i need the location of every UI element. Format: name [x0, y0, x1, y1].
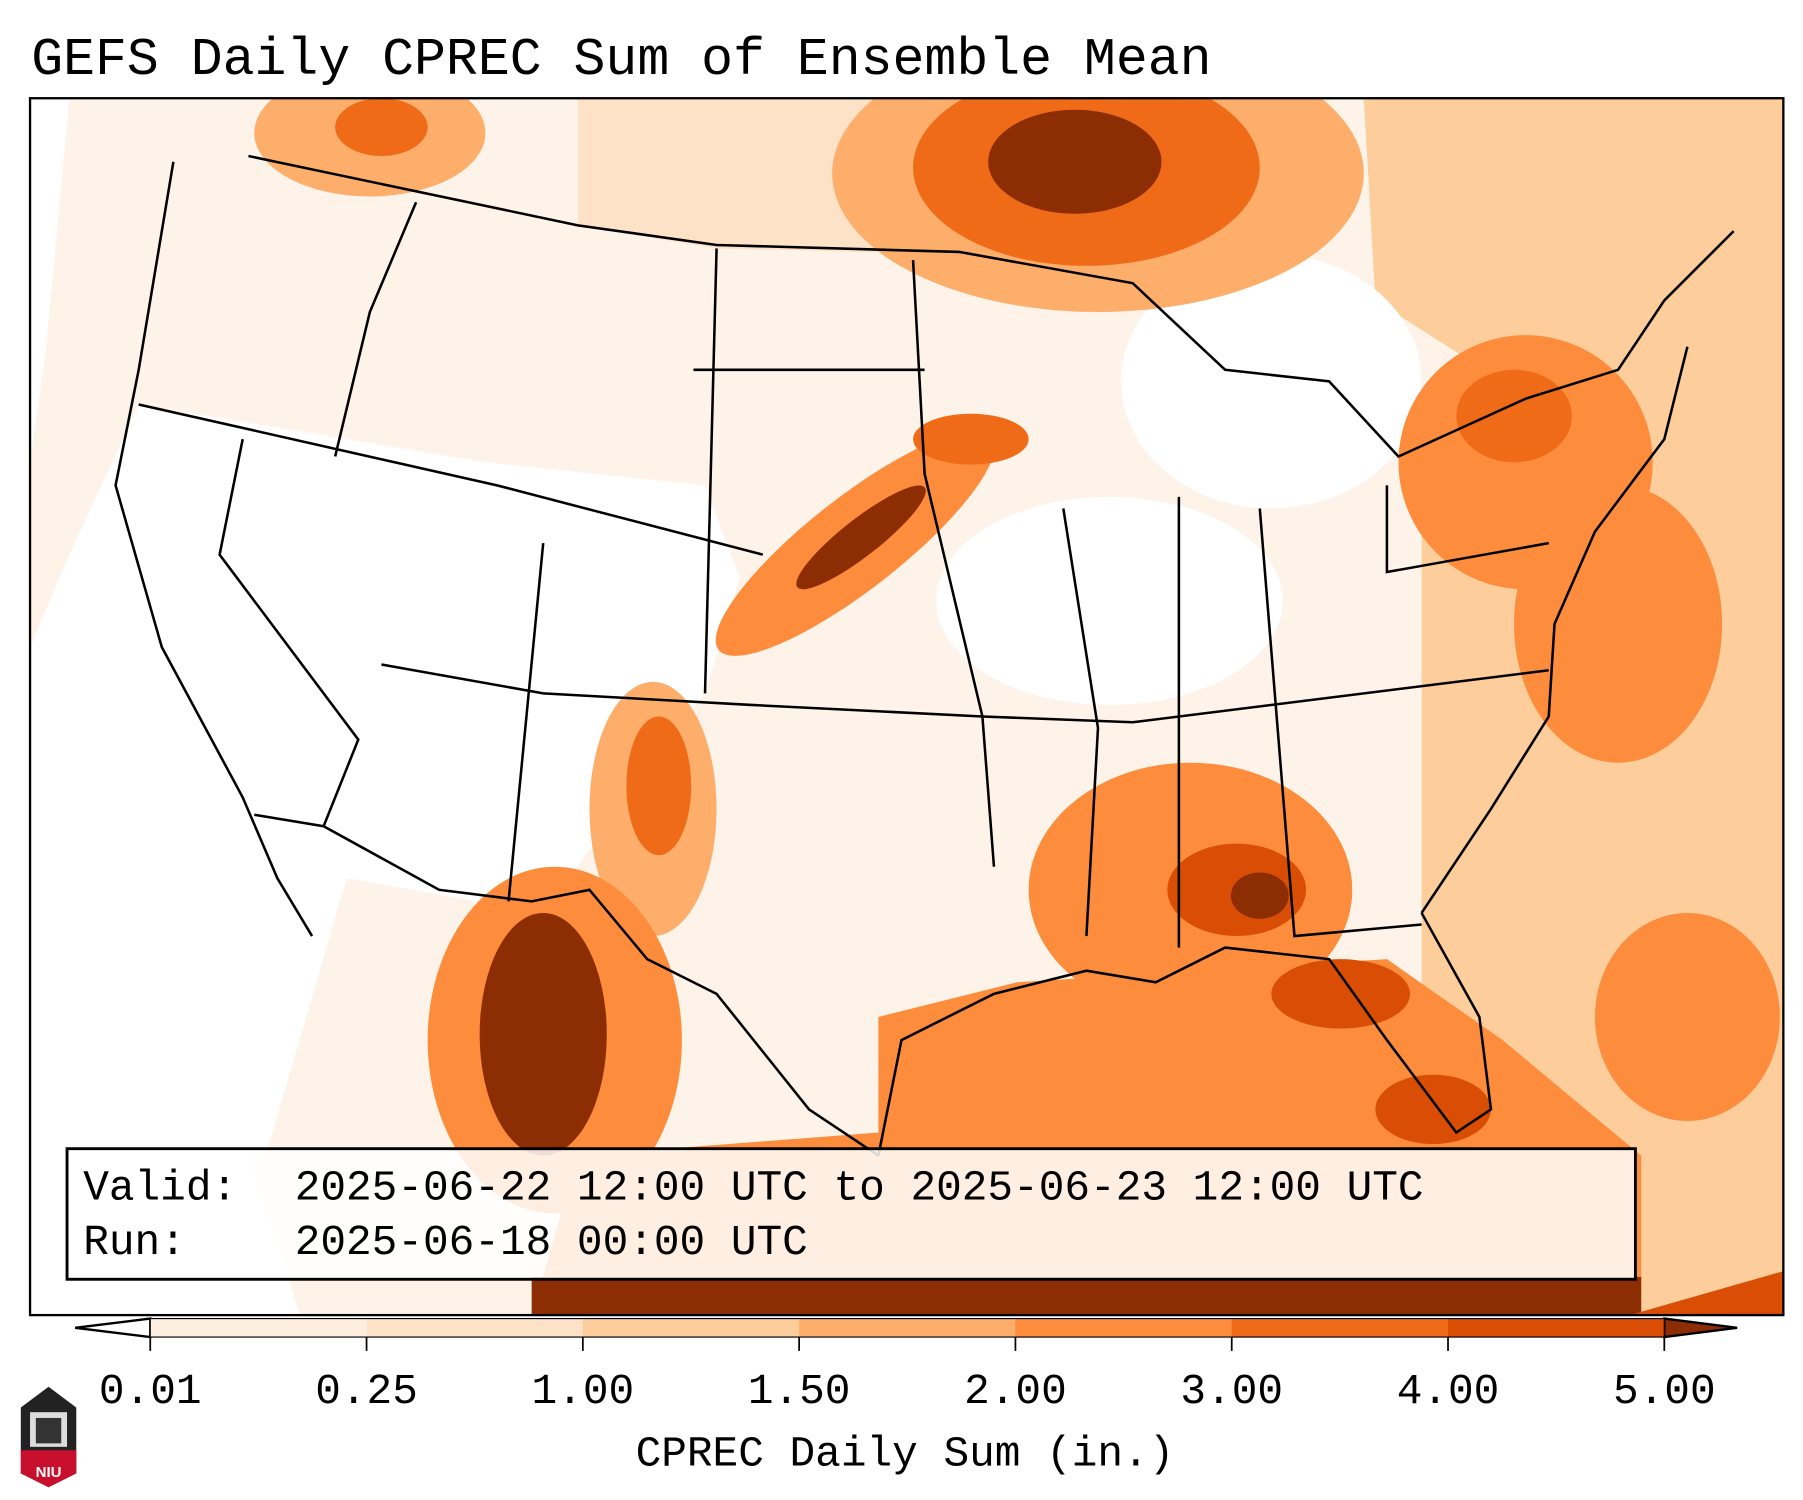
run-time: 2025-06-18 00:00 UTC [295, 1218, 808, 1267]
state-line [703, 248, 718, 694]
colorbar-bin [1015, 1318, 1233, 1338]
precip-area [335, 98, 428, 157]
state-line [381, 663, 1549, 724]
precip-area [1375, 1074, 1491, 1145]
precip-area [1456, 369, 1572, 463]
precip-area [1271, 959, 1411, 1029]
colorbar-tick-label: 1.00 [532, 1367, 635, 1416]
colorbar-label: CPREC Daily Sum (in.) [636, 1429, 1175, 1478]
colorbar-tick-label: 0.01 [99, 1367, 202, 1416]
precip-area [1629, 1271, 1784, 1316]
state-line [218, 438, 360, 827]
precip-max [1230, 872, 1289, 919]
valid-time-range: 2025-06-22 12:00 UTC to 2025-06-23 12:00… [295, 1164, 1424, 1213]
colorbar-tick-label: 2.00 [964, 1367, 1067, 1416]
precip-max [479, 912, 607, 1156]
colorbar-tick-label: 3.00 [1180, 1367, 1283, 1416]
colorbar-tick-label: 1.50 [748, 1367, 851, 1416]
colorbar-bin [150, 1318, 368, 1338]
figure-title: GEFS Daily CPREC Sum of Ensemble Mean [31, 30, 1211, 90]
us-canada-border [248, 154, 1735, 459]
colorbar: 0.01 0.25 1.00 1.50 2.00 3.00 4.00 5.00 [74, 1317, 1738, 1416]
colorbar-tick-label: 4.00 [1397, 1367, 1500, 1416]
colorbar-bin [366, 1318, 584, 1338]
us-coastline-west [114, 161, 314, 937]
dry-area [30, 98, 70, 463]
precipitation-map [30, 98, 1784, 1316]
dry-area-greatlakes [1121, 254, 1422, 509]
dry-area-midwest [936, 496, 1283, 705]
colorbar-outline [149, 1317, 1665, 1338]
colorbar-tick-label: 5.00 [1613, 1367, 1716, 1416]
colorbar-bin [799, 1318, 1017, 1338]
gulf-coastline [877, 912, 1493, 1156]
state-line [507, 543, 545, 902]
state-line [138, 403, 764, 556]
east-coastline [1420, 346, 1689, 914]
precip-max-caribbean [531, 1276, 1642, 1316]
state-line [911, 259, 996, 867]
state-line [1385, 485, 1549, 574]
precip-area [1363, 98, 1784, 463]
run-label: Run: [83, 1218, 186, 1267]
colorbar-under-extension [74, 1317, 152, 1339]
us-mexico-border [254, 813, 880, 1157]
boundaries [114, 154, 1735, 1157]
colorbar-bin [1448, 1318, 1665, 1338]
precip-area [1594, 912, 1780, 1121]
precip-area [913, 413, 1029, 465]
dry-area-west [30, 404, 740, 1202]
state-line [1062, 508, 1100, 937]
map-frame [28, 97, 1785, 1317]
colorbar-bin [1231, 1318, 1449, 1338]
niu-logo: NIU [20, 1386, 77, 1488]
info-box: Valid: 2025-06-22 12:00 UTC to 2025-06-2… [65, 1147, 1637, 1281]
valid-label: Valid: [83, 1164, 237, 1213]
state-line [333, 201, 418, 457]
precip-max [988, 109, 1162, 214]
precip-area [626, 716, 692, 856]
logo-text: NIU [36, 1464, 62, 1481]
state-line [1258, 508, 1422, 938]
precip-area [1514, 485, 1723, 763]
colorbar-over-extension [1663, 1317, 1738, 1339]
precip-band-core [796, 485, 926, 590]
colorbar-bin [582, 1318, 800, 1338]
colorbar-tick-label: 0.25 [315, 1367, 418, 1416]
